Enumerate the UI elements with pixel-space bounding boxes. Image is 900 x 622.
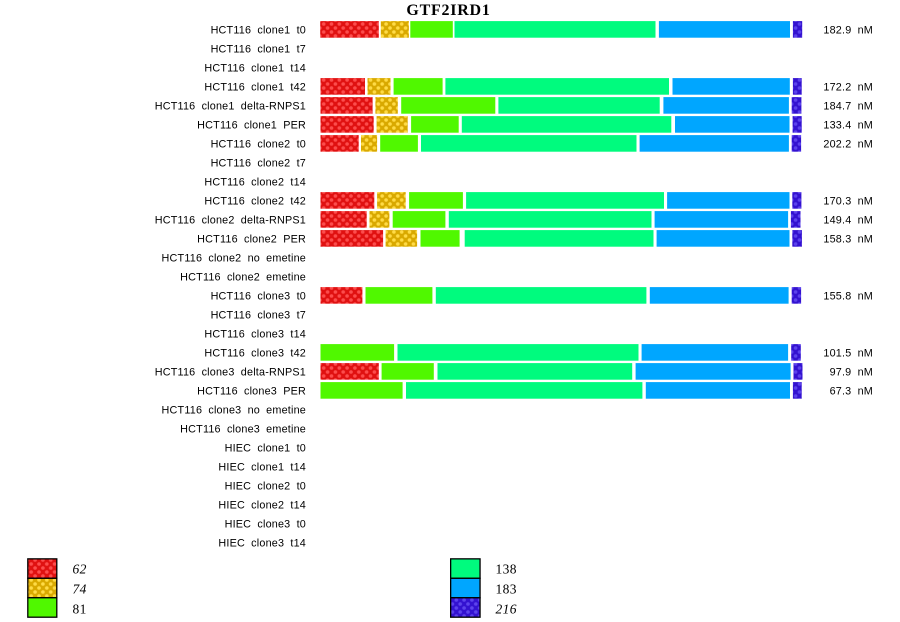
svg-text:170.3 nM: 170.3 nM <box>823 195 873 207</box>
svg-text:138: 138 <box>496 561 517 576</box>
svg-text:HCT116 clone3 no emetine: HCT116 clone3 no emetine <box>162 404 306 416</box>
svg-text:101.5 nM: 101.5 nM <box>823 347 873 359</box>
svg-text:HCT116 clone3 t14: HCT116 clone3 t14 <box>204 328 306 340</box>
svg-text:149.4 nM: 149.4 nM <box>823 214 873 226</box>
svg-text:HIEC clone1 t0: HIEC clone1 t0 <box>225 442 306 454</box>
svg-text:GTF2IRD1: GTF2IRD1 <box>406 2 490 19</box>
svg-text:HCT116 clone3 t7: HCT116 clone3 t7 <box>211 309 306 321</box>
svg-text:67.3 nM: 67.3 nM <box>830 385 873 397</box>
svg-text:HCT116 clone2 t42: HCT116 clone2 t42 <box>204 195 306 207</box>
svg-text:HCT116 clone1 t0: HCT116 clone1 t0 <box>211 24 306 36</box>
svg-text:183: 183 <box>496 581 517 596</box>
svg-text:HCT116 clone3 emetine: HCT116 clone3 emetine <box>180 423 306 435</box>
svg-text:HIEC clone2 t0: HIEC clone2 t0 <box>225 480 306 492</box>
svg-text:HIEC clone2 t14: HIEC clone2 t14 <box>218 499 306 511</box>
svg-text:HCT116 clone3 t42: HCT116 clone3 t42 <box>204 347 306 359</box>
svg-text:HIEC clone3 t0: HIEC clone3 t0 <box>225 518 306 530</box>
svg-text:HCT116 clone3 delta-RNPS1: HCT116 clone3 delta-RNPS1 <box>155 366 306 378</box>
svg-text:HCT116 clone1 t14: HCT116 clone1 t14 <box>204 62 306 74</box>
svg-text:158.3 nM: 158.3 nM <box>823 233 873 245</box>
svg-text:62: 62 <box>73 561 87 576</box>
svg-text:HCT116 clone1 PER: HCT116 clone1 PER <box>197 119 306 131</box>
svg-text:HCT116 clone2 t14: HCT116 clone2 t14 <box>204 176 306 188</box>
svg-text:HCT116 clone2 no emetine: HCT116 clone2 no emetine <box>162 252 306 264</box>
svg-text:182.9 nM: 182.9 nM <box>823 24 873 36</box>
svg-text:202.2 nM: 202.2 nM <box>823 138 873 150</box>
svg-text:HCT116 clone2 t7: HCT116 clone2 t7 <box>211 157 306 169</box>
svg-text:HCT116 clone1 delta-RNPS1: HCT116 clone1 delta-RNPS1 <box>155 100 306 112</box>
svg-text:133.4 nM: 133.4 nM <box>823 119 873 131</box>
svg-text:HIEC clone1 t14: HIEC clone1 t14 <box>218 461 306 473</box>
svg-text:HCT116 clone1 t7: HCT116 clone1 t7 <box>211 43 306 55</box>
svg-text:HCT116 clone2 emetine: HCT116 clone2 emetine <box>180 271 306 283</box>
svg-text:74: 74 <box>73 581 87 596</box>
svg-text:155.8 nM: 155.8 nM <box>823 290 873 302</box>
svg-text:HCT116 clone1 t42: HCT116 clone1 t42 <box>204 81 306 93</box>
svg-text:HCT116 clone3 PER: HCT116 clone3 PER <box>197 385 306 397</box>
svg-text:172.2 nM: 172.2 nM <box>823 81 873 93</box>
svg-text:HIEC clone3 t14: HIEC clone3 t14 <box>218 537 306 549</box>
svg-text:HCT116 clone2 PER: HCT116 clone2 PER <box>197 233 306 245</box>
svg-text:97.9 nM: 97.9 nM <box>830 366 873 378</box>
svg-text:HCT116 clone2 delta-RNPS1: HCT116 clone2 delta-RNPS1 <box>155 214 306 226</box>
svg-text:216: 216 <box>496 601 517 616</box>
svg-text:HCT116 clone3 t0: HCT116 clone3 t0 <box>211 290 306 302</box>
svg-text:81: 81 <box>73 601 87 616</box>
svg-text:HCT116 clone2 t0: HCT116 clone2 t0 <box>211 138 306 150</box>
svg-text:184.7 nM: 184.7 nM <box>823 100 873 112</box>
